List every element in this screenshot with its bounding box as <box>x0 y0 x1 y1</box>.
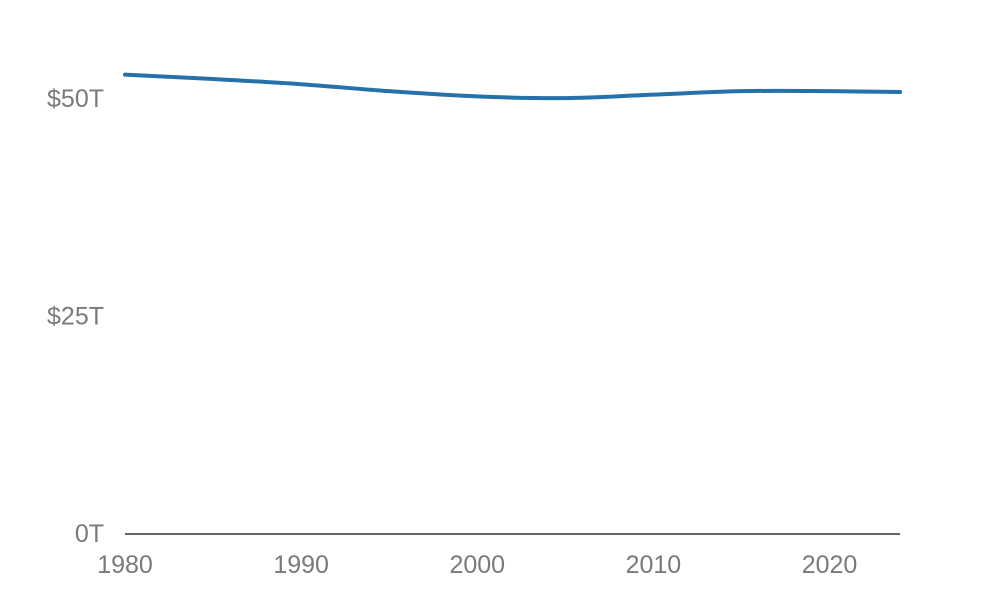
series-group <box>123 72 902 101</box>
x-axis-tick-labels: 1980 1990 2000 2010 2020 <box>97 551 857 579</box>
x-tick-label: 1980 <box>97 551 153 579</box>
x-tick-label: 1990 <box>273 551 329 579</box>
y-tick-label: 0T <box>75 520 104 548</box>
series-line-0 <box>123 72 902 101</box>
x-tick-label: 2020 <box>802 551 858 579</box>
y-tick-label: $50T <box>47 85 104 113</box>
x-tick-label: 2010 <box>626 551 682 579</box>
x-tick-label: 2000 <box>449 551 505 579</box>
y-tick-label: $25T <box>47 303 104 331</box>
y-axis-tick-labels: 0T $25T $50T <box>47 85 104 548</box>
